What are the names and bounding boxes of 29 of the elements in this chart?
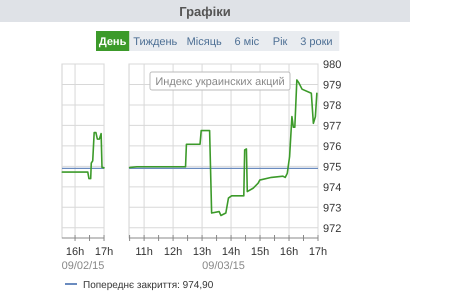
y-tick-label: 976	[323, 140, 342, 153]
y-tick-label: 974	[323, 182, 342, 194]
x-tick-label: 17h	[308, 246, 328, 258]
text: Рік	[272, 36, 288, 48]
chart-title: Графіки	[179, 4, 231, 19]
x-tick-label: 16h	[280, 246, 298, 258]
x-tick-label: 12h	[164, 246, 182, 258]
x-tick-label: 11h	[135, 246, 153, 258]
text: 3 роки	[300, 36, 333, 48]
y-tick-label: 980	[323, 59, 342, 71]
x-tick-label: 13h	[192, 246, 212, 258]
y-tick-label: 972	[323, 222, 342, 235]
text: День	[98, 36, 127, 48]
x-axis-title: 09/03/15	[202, 260, 245, 272]
text: Місяць	[186, 36, 222, 48]
text: 6 міс	[234, 36, 260, 48]
x-tick-label: 14h	[222, 246, 240, 258]
x-tick-label: 16h	[66, 246, 84, 258]
annotation: Индекс украинских акций	[155, 76, 285, 88]
x-axis-title: 09/02/15	[62, 260, 104, 272]
y-tick-label: 979	[323, 79, 342, 92]
x-tick-label: 15h	[250, 246, 270, 258]
legend-label: Попереднє закриття: 974,90	[83, 280, 214, 291]
text: Тиждень	[133, 36, 178, 48]
y-tick-label: 973	[323, 202, 342, 214]
x-tick-label: 17h	[94, 246, 114, 258]
y-tick-label: 975	[323, 161, 342, 174]
y-tick-label: 978	[323, 100, 342, 112]
y-tick-label: 977	[323, 120, 342, 132]
